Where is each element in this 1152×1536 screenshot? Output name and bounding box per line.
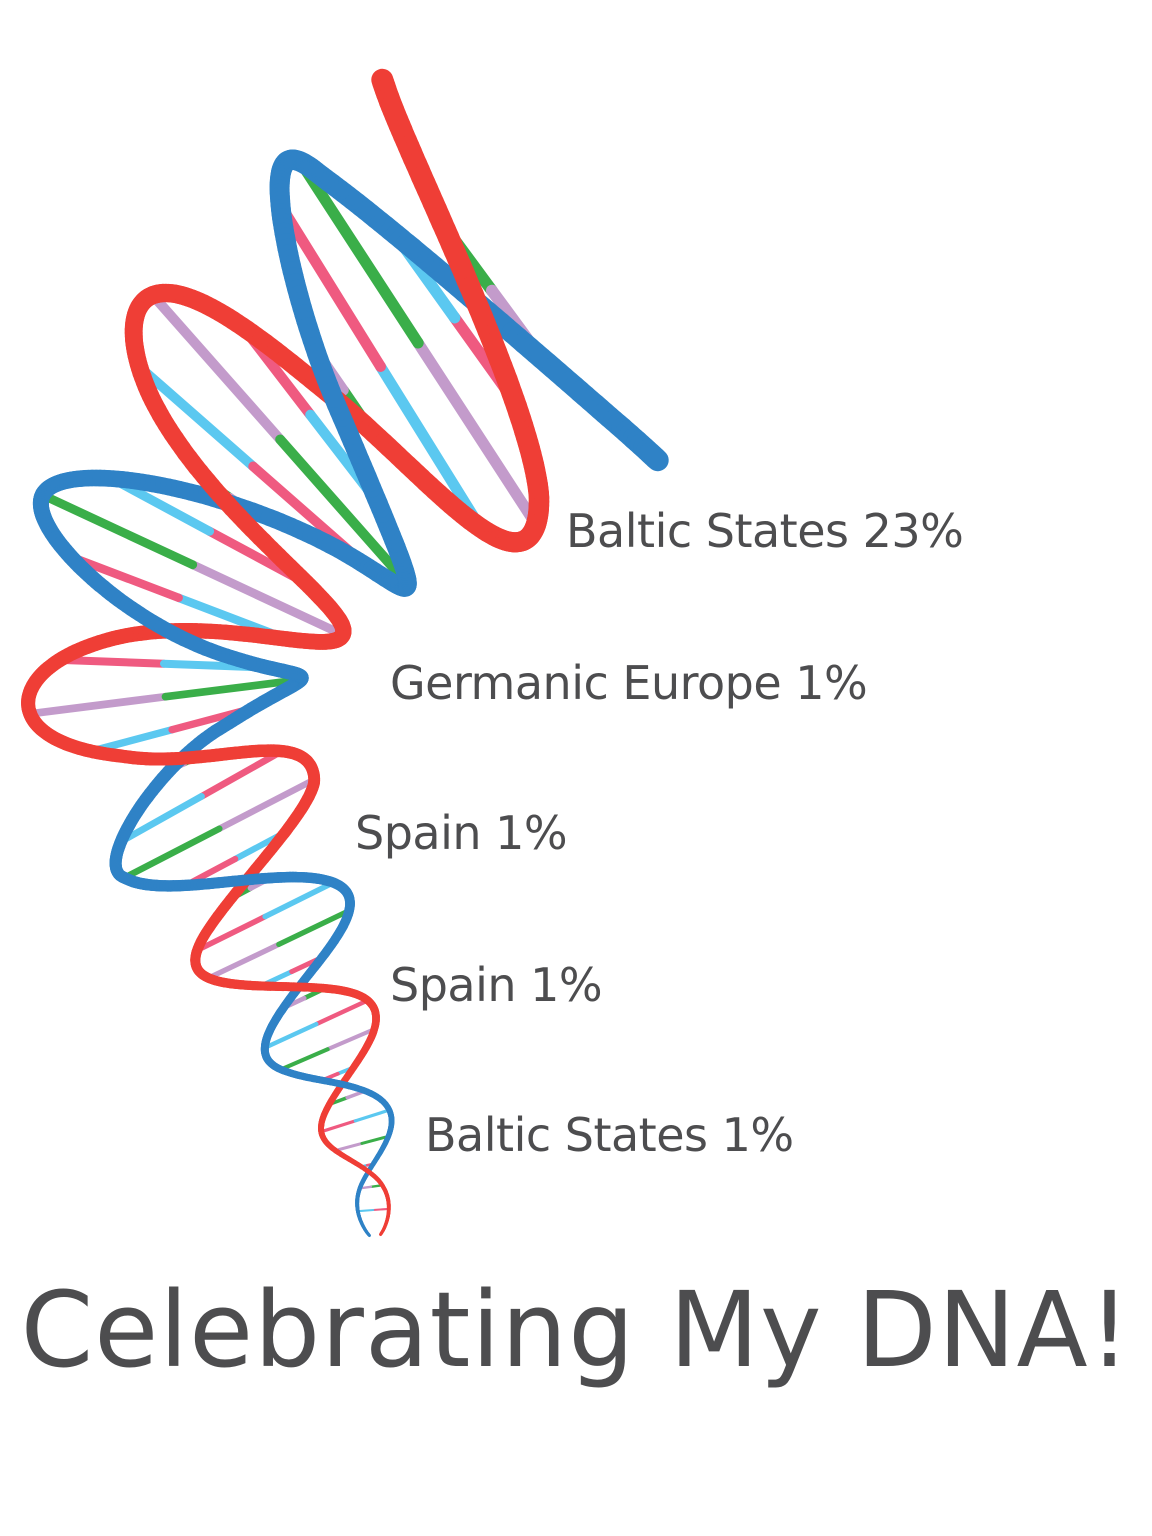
base-pair-segment bbox=[66, 552, 183, 603]
base-pair-segment bbox=[275, 199, 386, 372]
base-pair-segment bbox=[276, 908, 352, 948]
base-pair-segment bbox=[161, 675, 305, 701]
helix-strand-segment bbox=[321, 382, 344, 409]
ancestry-label-spain-1: Spain 1% bbox=[355, 806, 568, 860]
helix-strand-segment bbox=[465, 291, 490, 320]
ancestry-label-baltic-states-23: Baltic States 23% bbox=[566, 504, 964, 558]
base-pair-segment bbox=[360, 1134, 390, 1145]
base-pair-segment bbox=[412, 337, 542, 531]
base-pair-segment bbox=[314, 998, 370, 1027]
base-pair-segment bbox=[147, 290, 286, 445]
base-pair-segment bbox=[356, 1208, 375, 1213]
ancestry-label-baltic-states-1: Baltic States 1% bbox=[425, 1108, 794, 1162]
base-pair-segment bbox=[262, 1021, 319, 1050]
page-title: Celebrating My DNA! bbox=[20, 1269, 1132, 1391]
base-pair-segment bbox=[334, 1141, 364, 1152]
base-pair-segment bbox=[275, 434, 413, 589]
base-pair-segment bbox=[319, 1119, 357, 1134]
base-pair-segment bbox=[262, 879, 337, 920]
base-pair-segment bbox=[353, 1108, 391, 1123]
base-pair-segment bbox=[278, 1047, 330, 1072]
base-pair-segment bbox=[294, 155, 424, 349]
base-pair-segment bbox=[372, 1207, 390, 1212]
base-pair-segment bbox=[26, 692, 170, 718]
ancestry-label-spain-2: Spain 1% bbox=[390, 958, 603, 1012]
base-pair-segment bbox=[205, 941, 282, 981]
base-pair-segment bbox=[55, 655, 168, 668]
base-pair-segment bbox=[375, 361, 486, 534]
base-pair-segment bbox=[194, 913, 269, 954]
base-pair-segment bbox=[121, 825, 223, 882]
helix-strand-segment bbox=[644, 447, 669, 472]
helix-strands bbox=[21, 68, 669, 1237]
base-pair-segment bbox=[325, 1027, 377, 1052]
base-pair-segment bbox=[117, 793, 205, 845]
base-pair-segment bbox=[198, 747, 286, 800]
base-pair-segment bbox=[188, 560, 348, 640]
helix-strand-segment bbox=[158, 622, 178, 640]
base-pair-segment bbox=[216, 776, 318, 832]
ancestry-label-germanic-europe: Germanic Europe 1% bbox=[390, 656, 868, 710]
helix-strand-segment bbox=[365, 1168, 372, 1175]
base-pair-segment bbox=[38, 490, 198, 570]
base-pair-segment bbox=[134, 361, 258, 472]
helix-strand-segment bbox=[215, 490, 237, 513]
